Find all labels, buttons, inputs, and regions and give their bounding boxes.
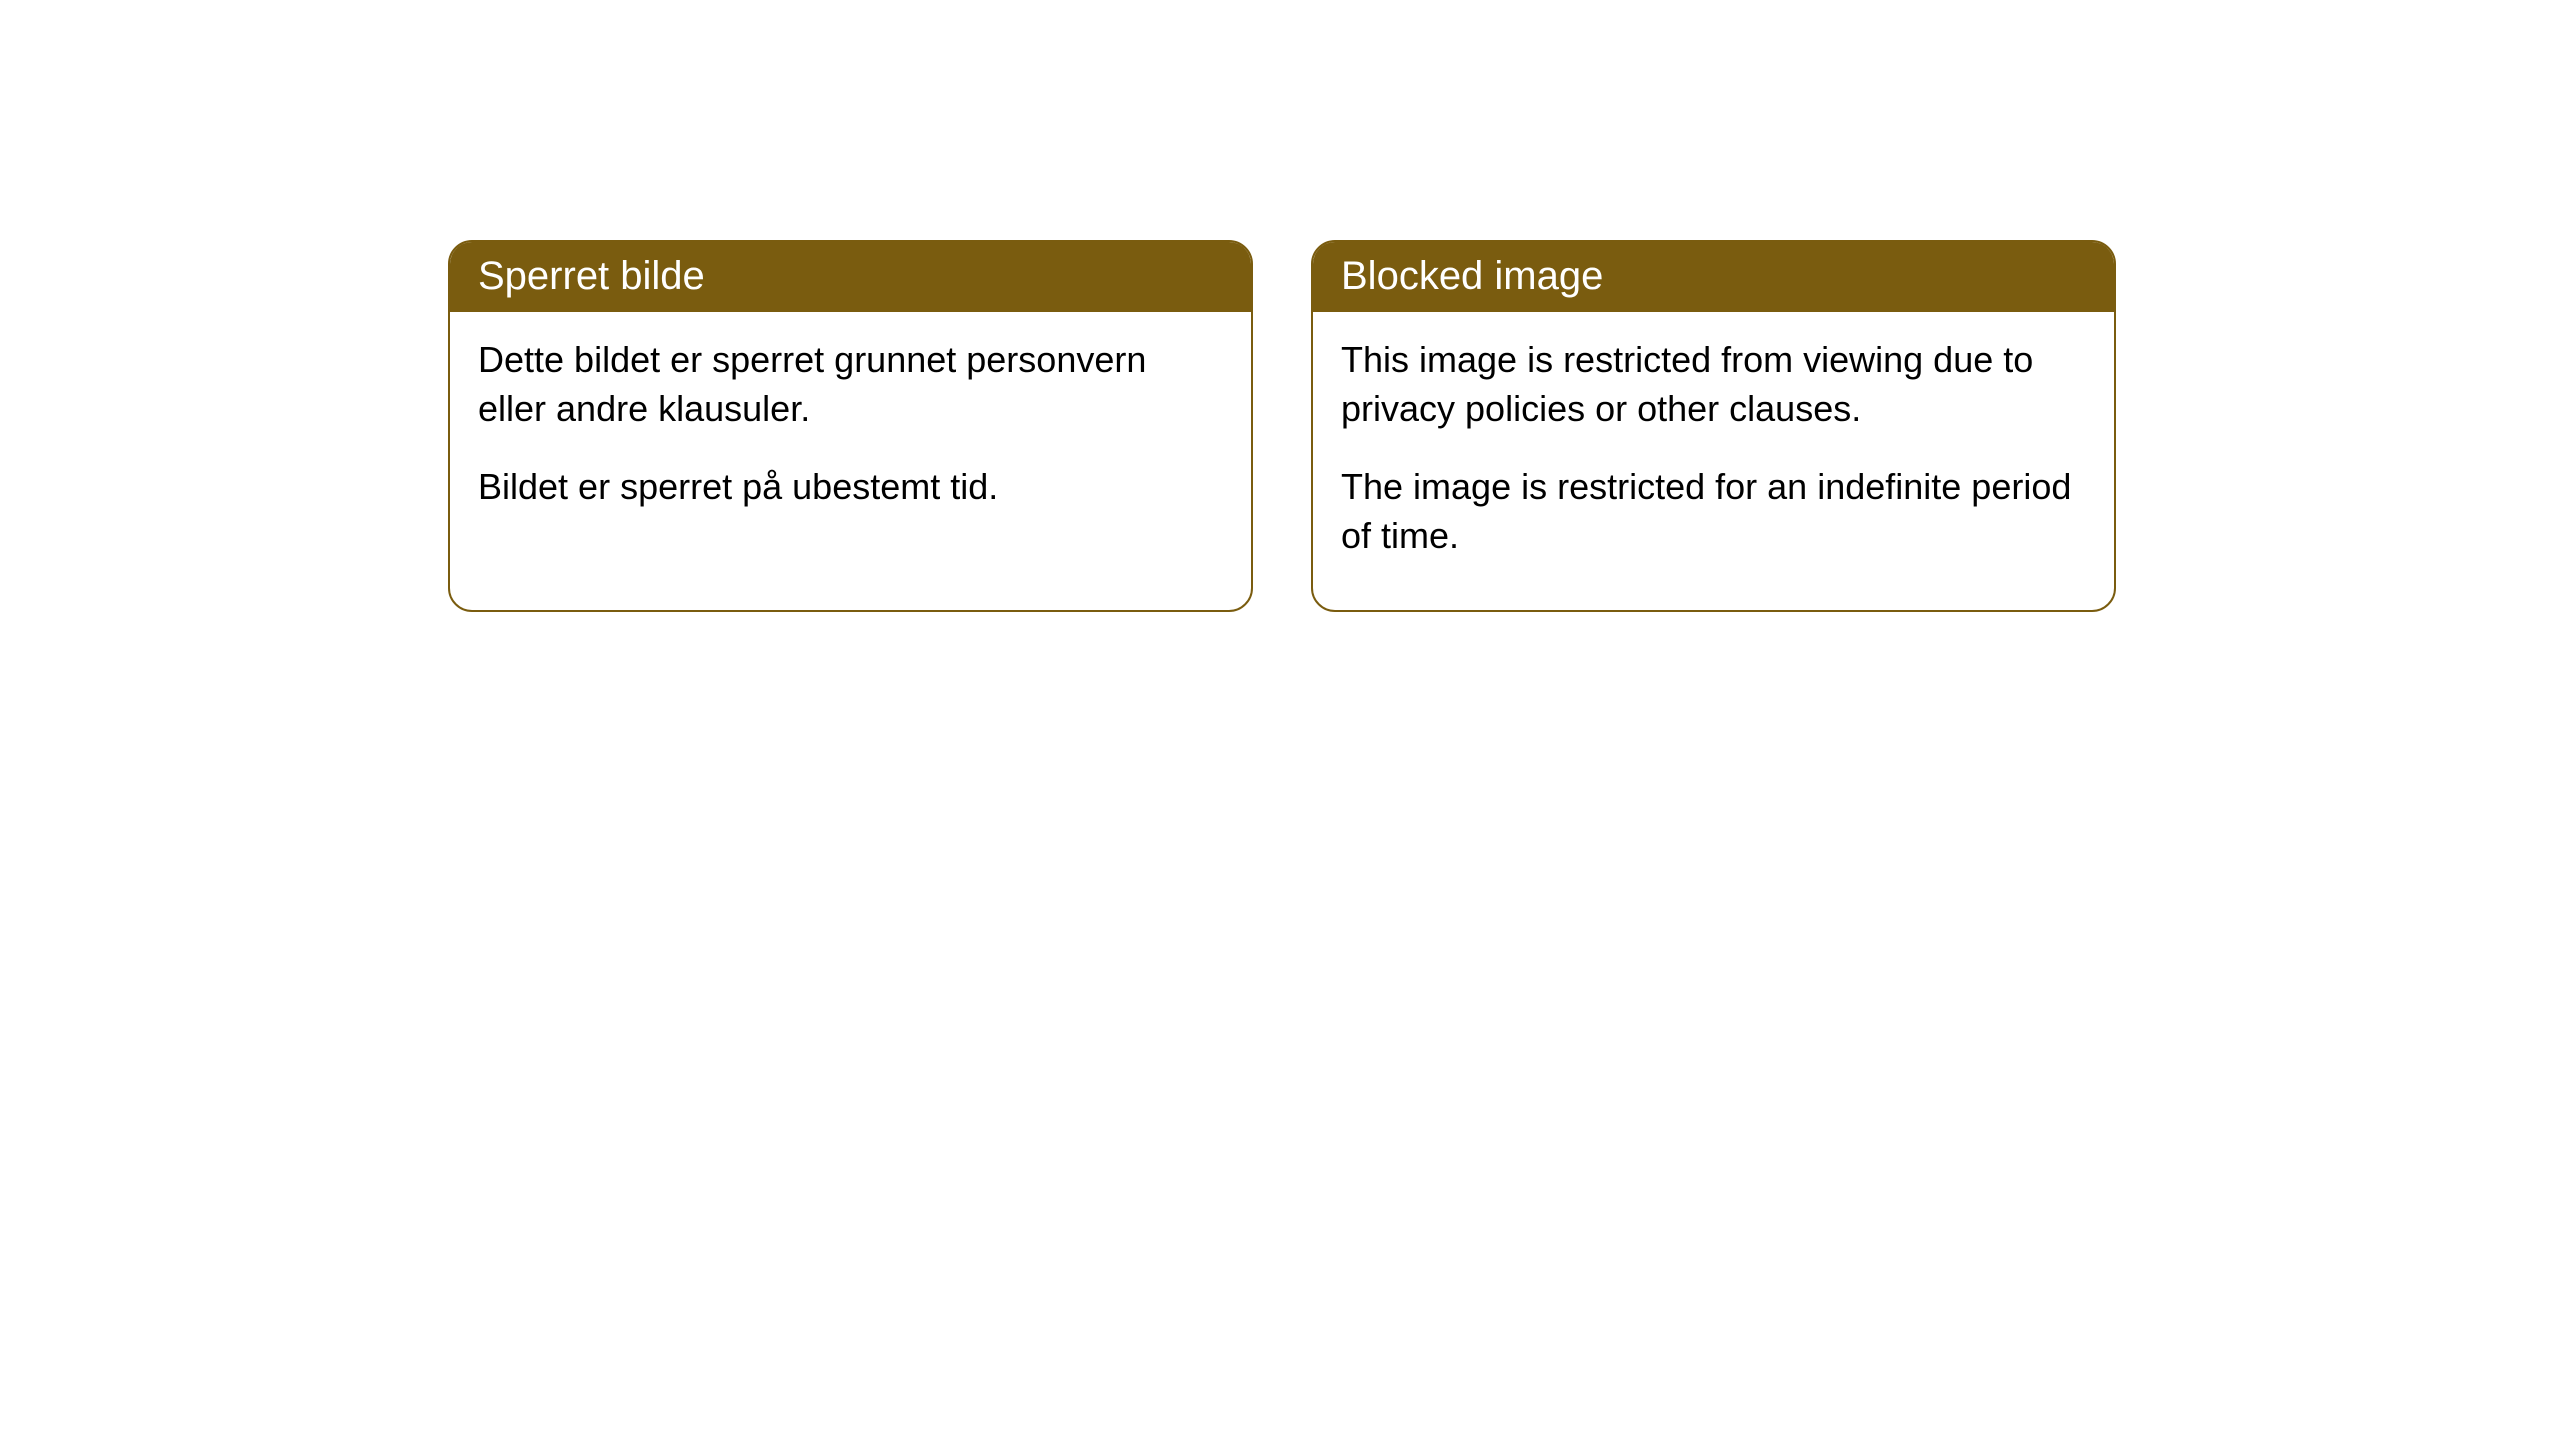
blocked-image-card-english: Blocked image This image is restricted f… [1311, 240, 2116, 612]
card-paragraph-1: This image is restricted from viewing du… [1341, 336, 2086, 433]
card-paragraph-2: Bildet er sperret på ubestemt tid. [478, 463, 1223, 512]
card-body: This image is restricted from viewing du… [1313, 312, 2114, 610]
card-paragraph-2: The image is restricted for an indefinit… [1341, 463, 2086, 560]
card-body: Dette bildet er sperret grunnet personve… [450, 312, 1251, 562]
card-header: Blocked image [1313, 242, 2114, 312]
card-header: Sperret bilde [450, 242, 1251, 312]
card-paragraph-1: Dette bildet er sperret grunnet personve… [478, 336, 1223, 433]
blocked-image-card-norwegian: Sperret bilde Dette bildet er sperret gr… [448, 240, 1253, 612]
cards-container: Sperret bilde Dette bildet er sperret gr… [448, 240, 2116, 612]
